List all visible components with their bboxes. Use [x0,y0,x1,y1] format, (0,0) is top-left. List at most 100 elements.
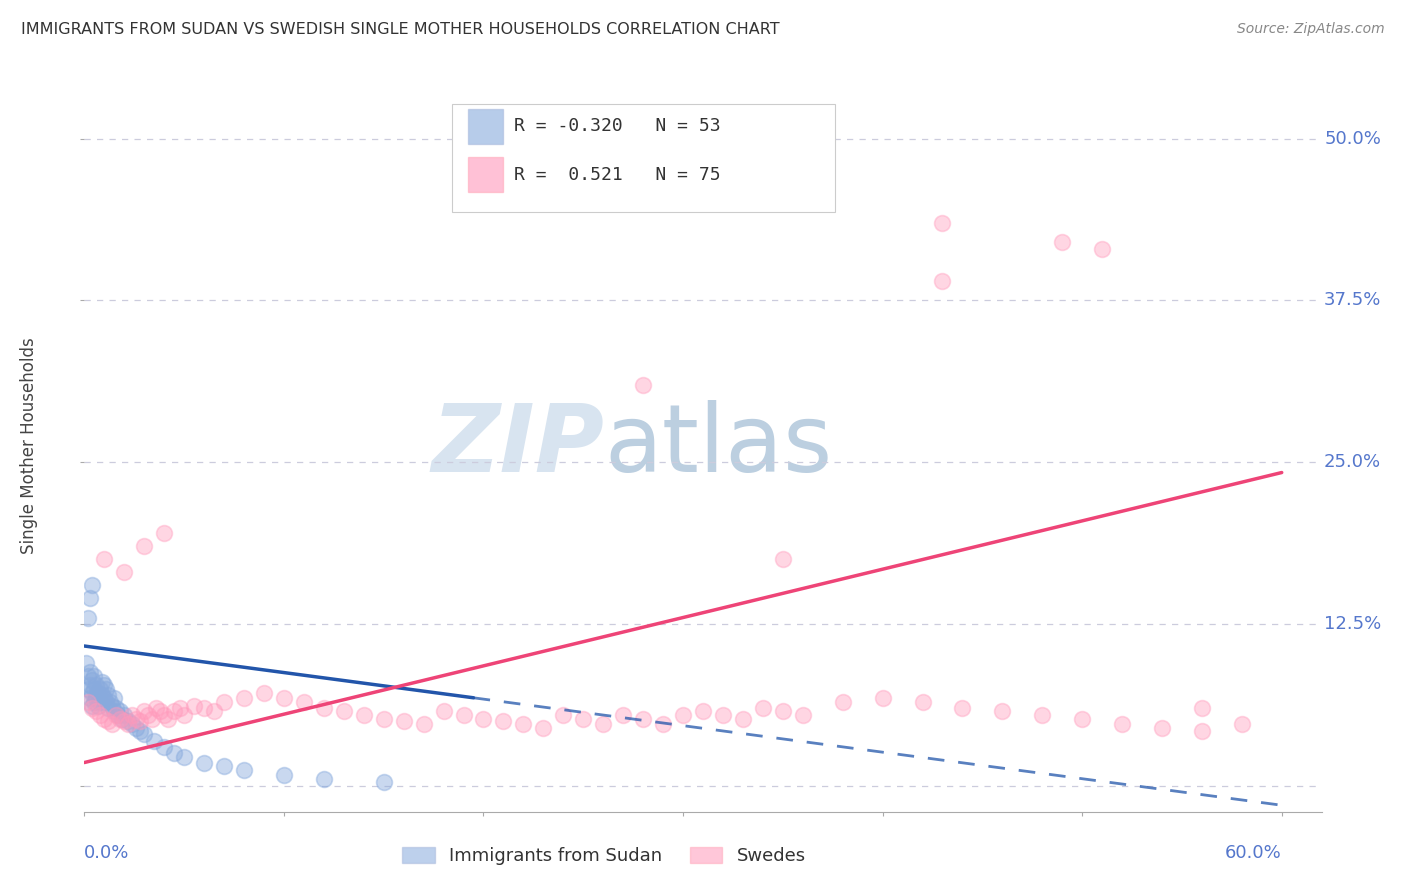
Point [77,695,100,709]
Point [101,698,124,713]
Point [233,690,256,705]
Point [233,764,256,778]
Point [93,678,115,692]
Point [79,591,101,606]
Point [143,733,166,747]
Text: IMMIGRANTS FROM SUDAN VS SWEDISH SINGLE MOTHER HOUSEHOLDS CORRELATION CHART: IMMIGRANTS FROM SUDAN VS SWEDISH SINGLE … [21,22,780,37]
Point [129,724,152,739]
Text: 12.5%: 12.5% [1324,615,1381,633]
Point [1191,701,1213,715]
Point [792,707,814,722]
Point [86,704,108,718]
Point [112,714,135,728]
Point [672,707,695,722]
Text: 60.0%: 60.0% [1225,844,1282,862]
Point [87,685,110,699]
Point [711,707,734,722]
Point [392,714,415,728]
Point [103,690,125,705]
Point [110,704,132,718]
Point [772,704,794,718]
Point [86,678,108,692]
Point [202,704,225,718]
Point [134,539,156,553]
Point [105,707,128,722]
Point [1111,716,1133,731]
Point [1230,716,1253,731]
Point [312,772,335,787]
Point [93,552,115,566]
Point [492,714,515,728]
Point [145,701,167,715]
Point [79,665,101,679]
Point [453,707,475,722]
Point [89,707,111,722]
Point [82,685,104,699]
Point [79,678,101,692]
Text: 0.0%: 0.0% [84,844,129,862]
Text: 25.0%: 25.0% [1324,453,1381,471]
Point [1071,712,1094,726]
Point [731,712,754,726]
Point [82,578,104,592]
Point [157,712,180,726]
Point [273,768,295,782]
Point [141,712,163,726]
Text: atlas: atlas [605,400,832,492]
Point [79,690,101,705]
Text: R =  0.521   N = 75: R = 0.521 N = 75 [513,166,720,184]
Point [91,675,114,690]
Point [105,701,128,715]
Point [412,716,434,731]
Point [121,707,143,722]
Point [77,610,100,624]
Point [93,690,115,705]
Point [112,707,135,722]
Point [193,756,215,770]
Point [872,690,894,705]
Point [772,157,794,171]
Point [96,695,118,709]
Point [98,695,121,709]
Point [1050,235,1073,249]
Point [173,750,195,764]
Point [931,216,953,230]
Point [86,690,108,705]
Point [93,712,115,726]
Point [121,716,143,731]
Point [129,714,152,728]
Point [612,707,634,722]
Point [952,701,974,715]
Point [1150,721,1173,735]
Point [472,712,495,726]
Point [652,716,675,731]
Point [1191,724,1213,739]
Point [83,669,105,683]
Point [631,377,654,392]
Point [253,685,276,699]
Point [110,712,132,726]
Point [82,701,104,715]
Point [531,721,554,735]
Point [273,690,295,705]
Point [136,707,159,722]
Point [183,698,205,713]
Point [96,681,118,696]
Point [1031,707,1053,722]
Point [432,704,454,718]
Point [125,712,148,726]
Point [592,716,614,731]
Point [1091,242,1114,256]
Point [89,681,111,696]
Point [149,704,172,718]
Point [692,704,714,718]
Legend: Immigrants from Sudan, Swedes: Immigrants from Sudan, Swedes [395,839,813,872]
Point [312,701,335,715]
Point [111,712,134,726]
Point [212,759,235,773]
Point [212,695,235,709]
Point [87,698,110,713]
Point [91,688,114,702]
Point [117,716,139,731]
Point [97,688,120,702]
